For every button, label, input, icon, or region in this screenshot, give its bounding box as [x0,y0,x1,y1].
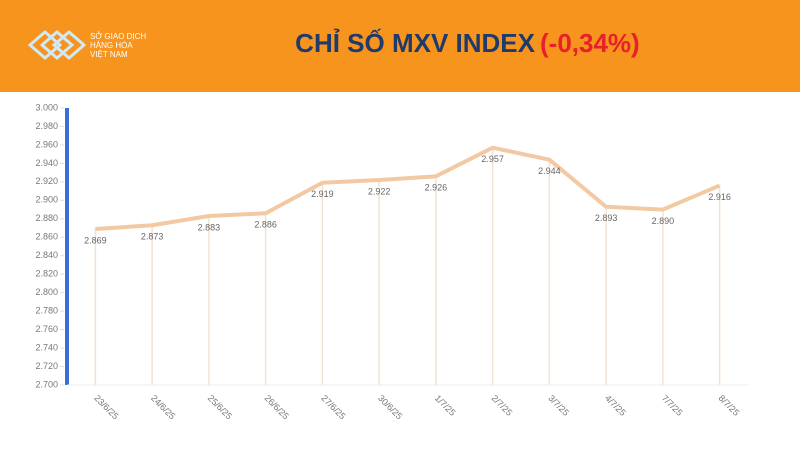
x-tick-label: 30/6/25 [376,393,404,421]
x-tick-label: 25/6/25 [206,393,234,421]
y-tick-label: 2.820 [35,269,58,279]
x-tick-label: 3/7/25 [546,393,571,418]
y-tick-label: 2.740 [35,342,58,352]
y-tick-label: 2.940 [35,158,58,168]
data-label: 2.919 [311,189,334,199]
data-label: 2.890 [652,216,675,226]
y-tick-label: 2.760 [35,324,58,334]
y-tick-label: 2.720 [35,361,58,371]
y-tick-label: 2.800 [35,287,58,297]
x-tick-label: 2/7/25 [490,393,515,418]
data-label: 2.922 [368,186,391,196]
data-label: 2.883 [198,222,221,232]
logo-icon [27,30,87,60]
data-label: 2.893 [595,213,618,223]
y-tick-label: 2.880 [35,213,58,223]
logo-text: VIỆT NAM [90,50,128,59]
line [95,145,721,231]
x-tick-label: 8/7/25 [717,393,742,418]
x-tick-label: 26/6/25 [263,393,291,421]
chart-title: CHỈ SỐ MXV INDEX [295,28,535,58]
data-label: 2.926 [425,183,448,193]
logo-text: HÀNG HÓA [90,41,133,50]
y-tick-label: 2.860 [35,232,58,242]
y-tick-label: 2.840 [35,250,58,260]
data-label: 2.869 [84,235,107,245]
x-tick-label: 23/6/25 [92,393,120,421]
logo-text: SỞ GIAO DỊCH [90,32,146,41]
y-tick-label: 2.960 [35,139,58,149]
y-tick-label: 2.980 [35,121,58,131]
y-tick-label: 2.780 [35,306,58,316]
x-tick-label: 27/6/25 [319,393,347,421]
y-axis-bar [65,108,69,385]
y-tick-label: 3.000 [35,102,58,112]
data-label: 2.916 [708,192,731,202]
x-tick-label: 7/7/25 [660,393,685,418]
y-tick-label: 2.900 [35,195,58,205]
y-tick-label: 2.700 [35,379,58,389]
data-label: 2.944 [538,166,561,176]
data-label: 2.957 [481,154,504,164]
data-label: 2.886 [254,220,277,230]
x-tick-label: 4/7/25 [603,393,628,418]
header-band [0,0,800,92]
data-label: 2.873 [141,232,164,242]
chart-subtitle: (-0,34%) [540,28,640,58]
y-tick-label: 2.920 [35,176,58,186]
x-tick-label: 24/6/25 [149,393,177,421]
x-tick-label: 1/7/25 [433,393,458,418]
